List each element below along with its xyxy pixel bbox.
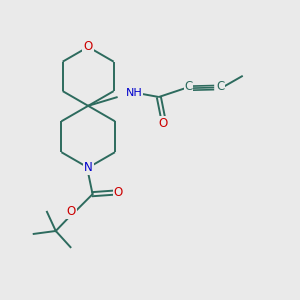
Text: N: N	[84, 161, 92, 174]
Text: C: C	[216, 80, 224, 93]
Text: O: O	[159, 117, 168, 130]
Text: O: O	[114, 186, 123, 199]
Text: C: C	[184, 80, 192, 93]
Text: NH: NH	[125, 88, 142, 98]
Text: O: O	[83, 40, 93, 53]
Text: O: O	[67, 205, 76, 218]
